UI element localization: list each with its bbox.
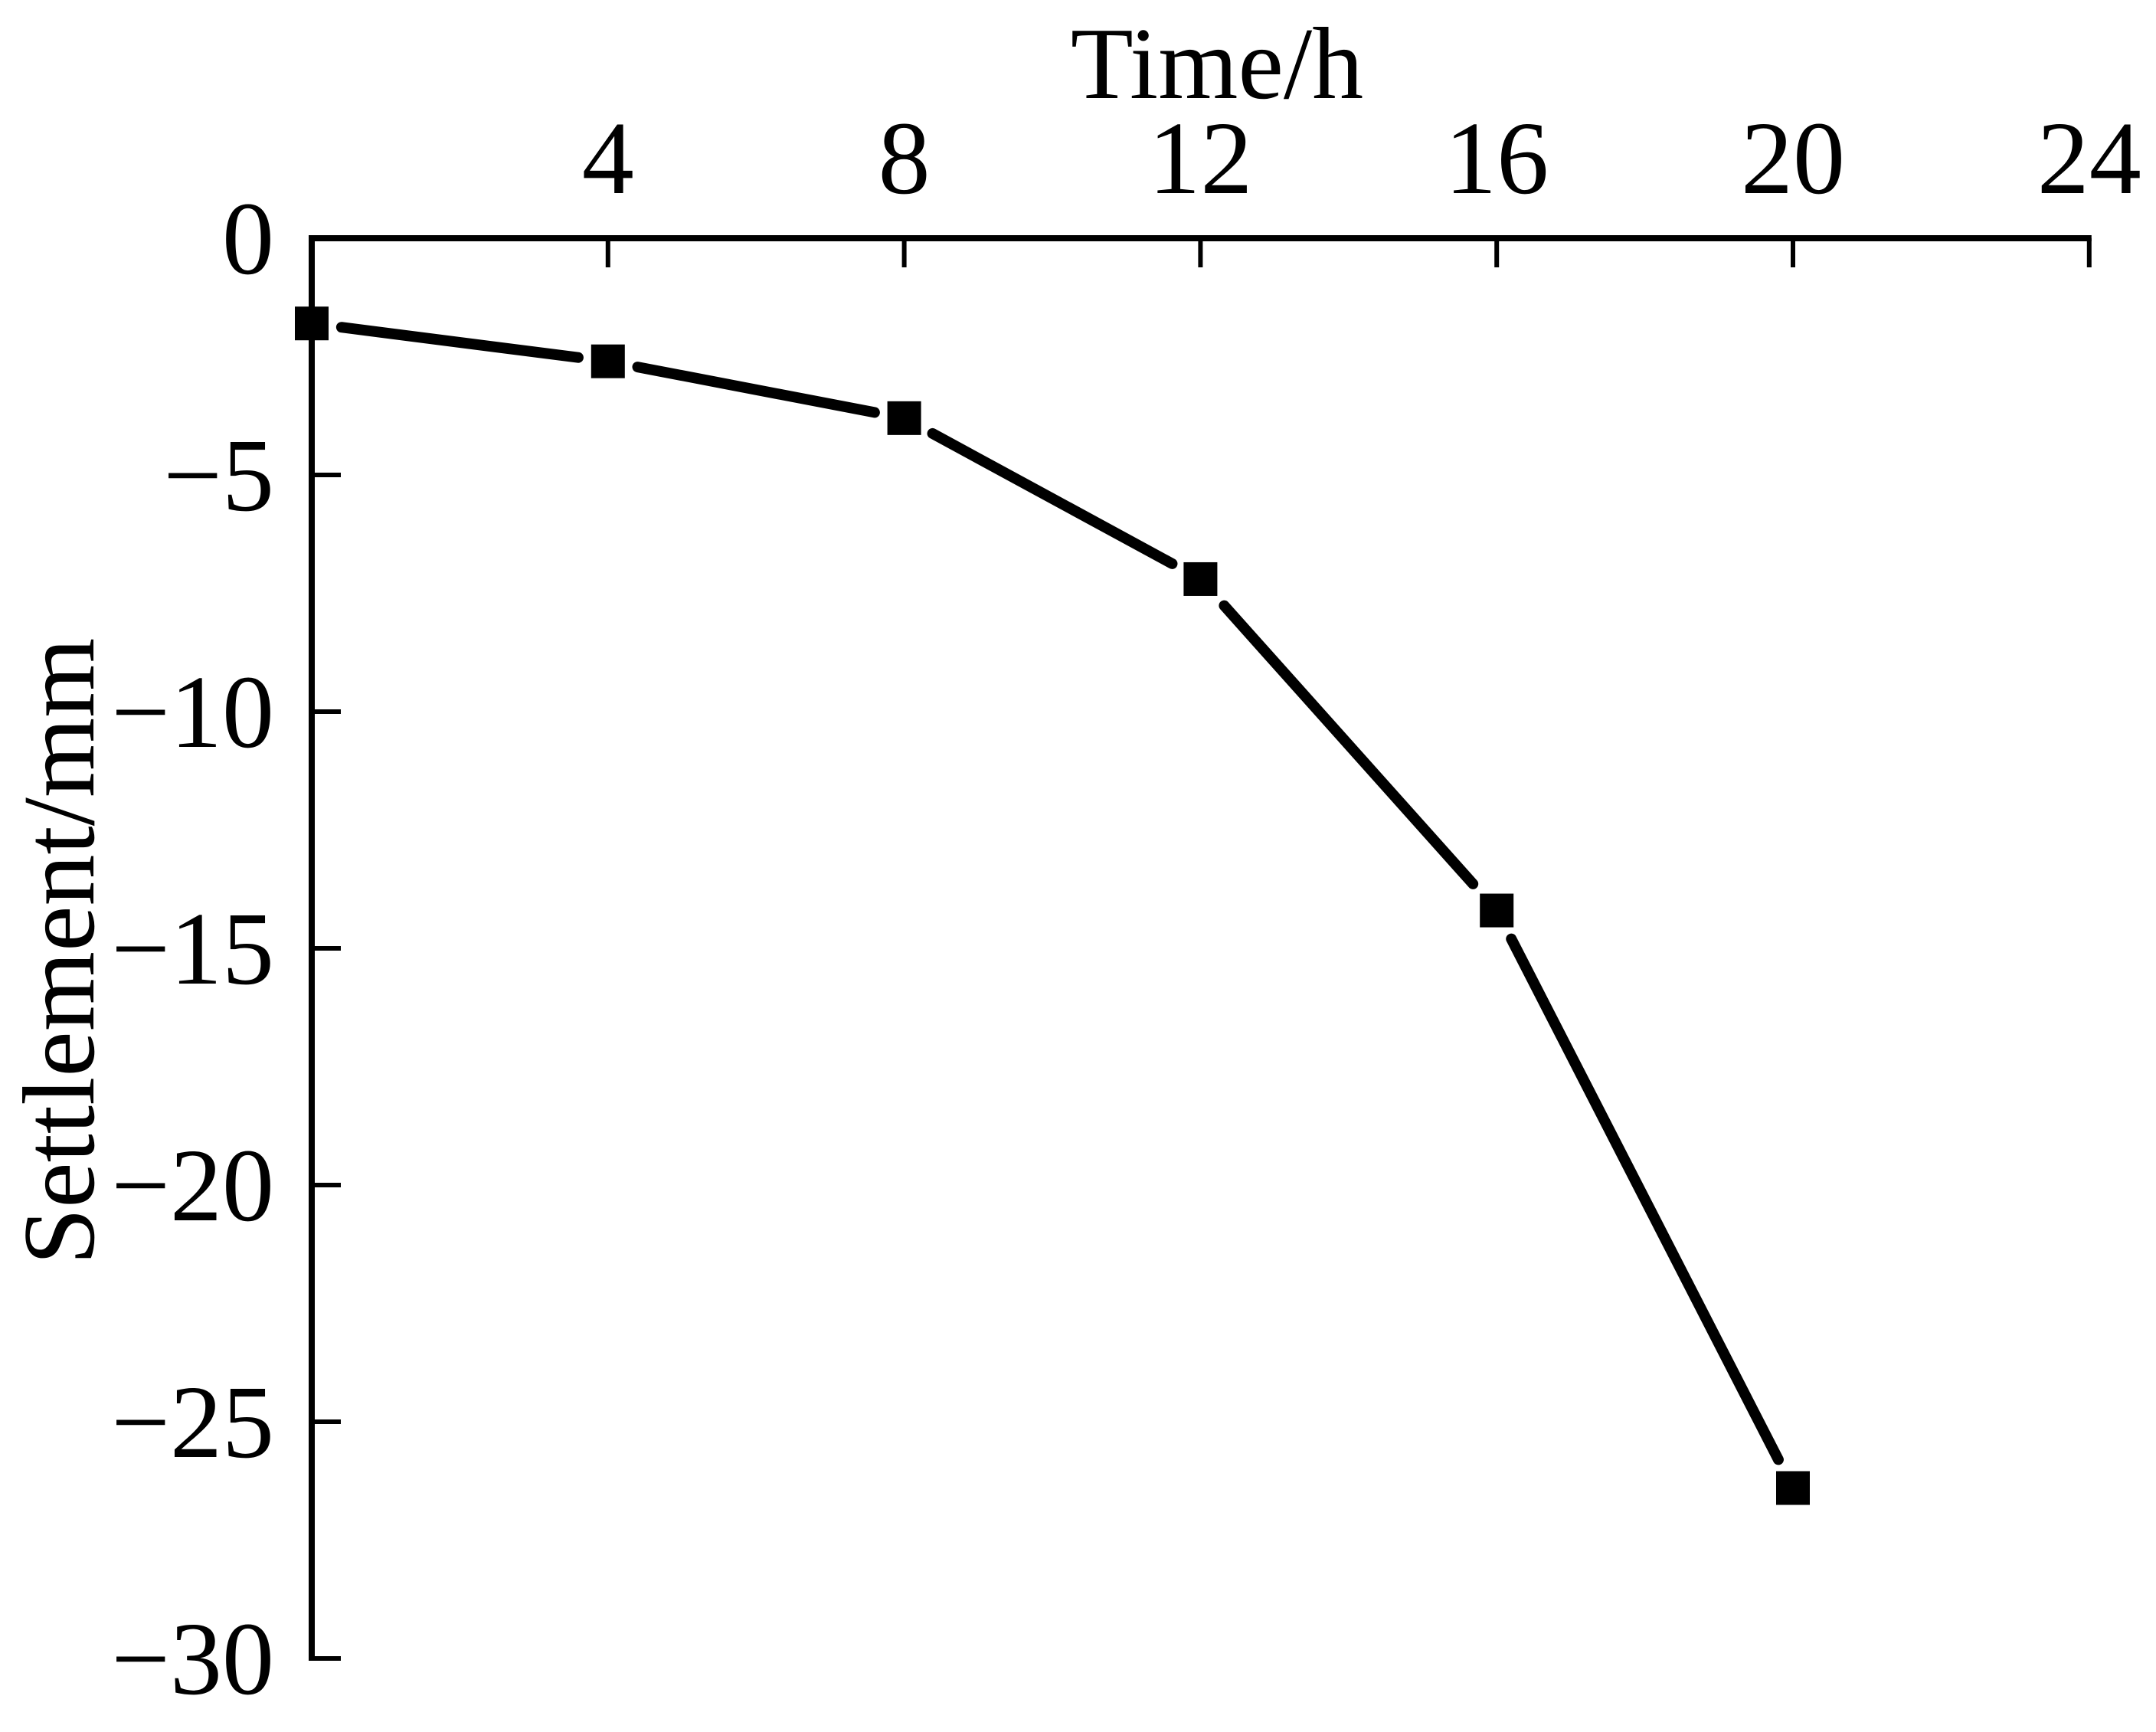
x-tick-label: 20 [1741,101,1845,216]
series-line-segment [1219,600,1479,889]
series-line-segment [632,362,880,418]
data-point-marker [591,344,625,378]
x-tick-label: 16 [1444,101,1549,216]
series-line-segment [335,322,584,363]
y-axis-title: Settlement/mm [2,638,116,1265]
series-markers [295,306,1810,1505]
data-point-marker [1776,1471,1810,1505]
y-axis-ticks: 0 −5 −10 −15 −20 −25 −30 [111,182,341,1717]
data-point-marker [887,401,921,435]
x-axis-title: Time/h [1071,7,1363,120]
y-tick-label: −10 [111,655,274,770]
x-tick-label: 24 [2037,101,2141,216]
y-tick-label: −25 [111,1365,274,1480]
x-tick-label: 12 [1148,101,1252,216]
series-line-segments [335,322,1784,1465]
y-tick-label: −30 [111,1602,274,1717]
y-tick-label: −15 [111,892,274,1007]
series-line-segment [1506,933,1784,1465]
x-axis-ticks: 4 8 12 16 20 24 [582,101,2141,267]
x-tick-label: 8 [878,101,931,216]
y-tick-label: −20 [111,1128,274,1243]
data-point-marker [295,306,329,341]
y-tick-label: 0 [222,182,274,296]
data-point-marker [1480,893,1514,928]
y-tick-label: −5 [163,418,274,533]
x-tick-label: 4 [582,101,634,216]
series-line-segment [927,427,1178,569]
data-point-marker [1183,562,1218,596]
